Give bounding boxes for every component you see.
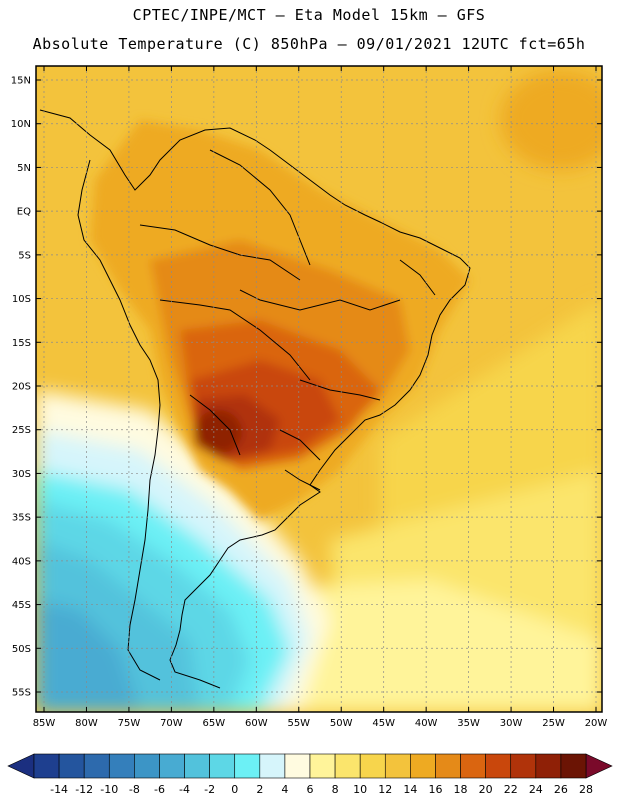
title-line-2: Absolute Temperature (C) 850hPa — 09/01/… [32, 35, 586, 53]
lat-tick-label: 20S [12, 382, 31, 393]
lat-tick-label: 10N [11, 119, 31, 130]
colorbar-swatch [284, 753, 311, 779]
lon-tick-label: 70W [160, 718, 183, 729]
colorbar-label: 26 [554, 783, 568, 796]
colorbar-label: -10 [100, 783, 118, 796]
colorbar-swatch [460, 753, 486, 779]
colorbar-label: 6 [307, 783, 314, 796]
colorbar-swatch [435, 753, 461, 779]
lon-tick-label: 35W [457, 718, 480, 729]
colorbar-swatch [83, 753, 110, 779]
lon-tick-label: 85W [33, 718, 56, 729]
lat-tick-label: 15S [12, 338, 31, 349]
graticule [36, 66, 602, 712]
lat-tick-label: 30S [12, 469, 31, 480]
colorbar-swatch [159, 753, 185, 779]
colorbar-swatch [359, 753, 386, 779]
lon-tick-label: 65W [203, 718, 226, 729]
lat-tick-label: 5N [17, 163, 31, 174]
colorbar-label: 0 [231, 783, 238, 796]
lat-tick-label: 40S [12, 556, 31, 567]
lat-tick-label: 55S [12, 688, 31, 699]
lon-tick-label: 20W [585, 718, 608, 729]
map-frame [35, 65, 603, 713]
lon-tick-label: 75W [118, 718, 141, 729]
lat-tick-label: 25S [12, 425, 31, 436]
colorbar-swatch [560, 753, 587, 779]
field-hot-4 [194, 410, 242, 454]
colorbar-swatch [535, 753, 562, 779]
colorbar-label: 12 [378, 783, 392, 796]
colorbar-swatch [510, 753, 537, 779]
title-line-1: CPTEC/INPE/MCT — Eta Model 15km — GFS [132, 6, 486, 24]
lon-tick-label: 60W [245, 718, 268, 729]
lat-tick-label: 10S [12, 294, 31, 305]
colorbar-label: -6 [154, 783, 165, 796]
map-field [36, 66, 602, 712]
colorbar-swatch [259, 753, 286, 779]
lat-tick-label: 5S [18, 250, 31, 261]
colorbar-swatch [209, 753, 236, 779]
colorbar-swatch [134, 753, 160, 779]
colorbar-swatch [410, 753, 436, 779]
colorbar-label: 18 [454, 783, 468, 796]
field-blue-2 [36, 600, 140, 712]
lon-tick-label: 55W [287, 718, 310, 729]
latitude-axis: 15N 10N 5N EQ 5S 10S 15S 20S 25S 30S 35S 40S 45S 50S 5… [11, 76, 602, 699]
colorbar-label: 10 [353, 783, 367, 796]
lon-tick-label: 40W [415, 718, 438, 729]
colorbar-label: -4 [179, 783, 190, 796]
field-ne-warm [500, 70, 602, 170]
colorbar-swatch [485, 753, 512, 779]
colorbar-swatch [184, 753, 210, 779]
lon-tick-label: 45W [372, 718, 395, 729]
colorbar-swatch [234, 753, 261, 779]
lat-tick-label: 35S [12, 513, 31, 524]
colorbar-label: 28 [579, 783, 593, 796]
colorbar-label: -2 [204, 783, 215, 796]
colorbar-high-arrow [585, 753, 613, 779]
colorbar-swatch [334, 753, 361, 779]
colorbar-label: 20 [479, 783, 493, 796]
colorbar-label: 8 [332, 783, 339, 796]
colorbar-label: -12 [75, 783, 93, 796]
colorbar-label: 2 [256, 783, 263, 796]
colorbar-label: -14 [50, 783, 68, 796]
colorbar: -14 -12 -10 -8 -6 -4 -2 0 2 4 6 8 10 12 14 16 18 20 22 24 26… [7, 753, 613, 796]
colorbar-label: 24 [529, 783, 543, 796]
colorbar-label: 14 [403, 783, 417, 796]
lon-tick-label: 30W [500, 718, 523, 729]
colorbar-label: 22 [504, 783, 518, 796]
lat-tick-label: 15N [11, 76, 31, 87]
colorbar-label: 16 [428, 783, 442, 796]
colorbar-swatch [33, 753, 60, 779]
colorbar-low-arrow [7, 753, 35, 779]
colorbar-label: 4 [281, 783, 288, 796]
colorbar-label: -8 [129, 783, 140, 796]
colorbar-swatch [384, 753, 411, 779]
lat-tick-label: 45S [12, 600, 31, 611]
colorbar-swatch [309, 753, 336, 779]
lon-tick-label: 50W [330, 718, 353, 729]
lat-tick-label: 50S [12, 644, 31, 655]
longitude-axis: 85W 80W 75W 70W 65W 60W 55W 50W 45W 40W 35W 30W 25W 2… [33, 66, 608, 729]
colorbar-swatch [108, 753, 135, 779]
lon-tick-label: 80W [75, 718, 98, 729]
colorbar-swatch [58, 753, 85, 779]
lon-tick-label: 25W [542, 718, 565, 729]
lat-tick-label: EQ [17, 207, 31, 218]
